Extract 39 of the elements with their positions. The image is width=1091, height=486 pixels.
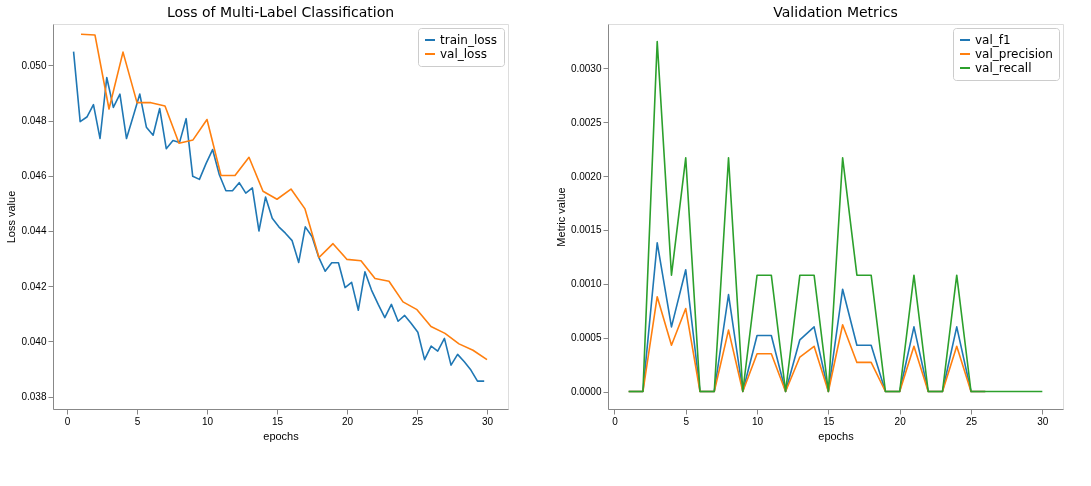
x-tick-label: 15 bbox=[823, 415, 835, 427]
legend-label: val_loss bbox=[440, 47, 487, 61]
y-tick-label: 0.046 bbox=[21, 170, 47, 182]
y-tick-label: 0.038 bbox=[21, 391, 47, 403]
y-tick-label: 0.0010 bbox=[570, 278, 602, 290]
x-tick-label: 30 bbox=[1037, 415, 1049, 427]
legend-label: train_loss bbox=[440, 33, 498, 47]
x-tick-label: 10 bbox=[201, 415, 214, 427]
x-tick-label: 5 bbox=[134, 415, 141, 427]
y-tick-label: 0.040 bbox=[21, 335, 47, 347]
y-axis-title: Loss value bbox=[5, 190, 18, 244]
x-tick-label: 5 bbox=[683, 415, 690, 427]
y-tick-label: 0.0015 bbox=[570, 224, 602, 236]
y-tick-label: 0.044 bbox=[21, 225, 47, 237]
y-tick-label: 0.0020 bbox=[570, 170, 602, 182]
x-tick-label: 0 bbox=[612, 415, 619, 427]
x-axis-title: epochs bbox=[263, 429, 300, 442]
x-tick-label: 10 bbox=[751, 415, 764, 427]
legend-label: val_precision bbox=[975, 47, 1053, 61]
x-tick-label: 20 bbox=[894, 415, 907, 427]
x-tick-label: 30 bbox=[481, 415, 494, 427]
chart-title: Validation Metrics bbox=[773, 4, 898, 20]
x-axis-title: epochs bbox=[818, 429, 855, 442]
y-tick-label: 0.048 bbox=[21, 115, 47, 127]
y-tick-label: 0.0000 bbox=[570, 386, 602, 397]
x-tick-label: 0 bbox=[64, 415, 71, 427]
legend-label: val_recall bbox=[975, 61, 1032, 75]
y-tick-label: 0.042 bbox=[21, 280, 47, 292]
x-tick-label: 25 bbox=[965, 415, 978, 427]
y-tick-label: 0.0030 bbox=[570, 62, 602, 74]
chart-title: Loss of Multi-Label Classification bbox=[166, 4, 395, 20]
x-tick-label: 25 bbox=[411, 415, 424, 427]
y-tick-label: 0.050 bbox=[21, 59, 47, 71]
y-axis-title: Metric value bbox=[554, 187, 567, 247]
y-tick-label: 0.0025 bbox=[570, 116, 602, 128]
x-tick-label: 20 bbox=[341, 415, 354, 427]
y-tick-label: 0.0005 bbox=[570, 332, 602, 344]
x-tick-label: 15 bbox=[271, 415, 284, 427]
legend-label: val_f1 bbox=[975, 33, 1011, 47]
